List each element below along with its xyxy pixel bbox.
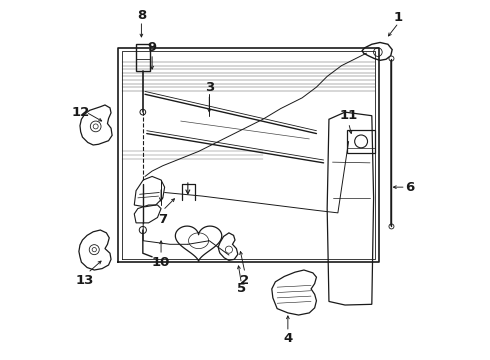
Text: 8: 8 (137, 9, 146, 22)
Text: 12: 12 (72, 105, 90, 119)
Text: 7: 7 (158, 213, 168, 226)
Circle shape (389, 56, 394, 61)
Text: 4: 4 (283, 333, 293, 346)
Text: 10: 10 (152, 256, 170, 269)
Circle shape (389, 224, 394, 229)
Text: 11: 11 (340, 109, 358, 122)
Text: 13: 13 (75, 274, 94, 287)
Text: 3: 3 (205, 81, 214, 94)
Bar (136, 44, 149, 71)
Text: 5: 5 (237, 283, 246, 296)
Bar (347, 130, 375, 153)
Text: 1: 1 (394, 11, 403, 24)
Text: 9: 9 (147, 41, 157, 54)
Text: 6: 6 (405, 181, 414, 194)
Text: 2: 2 (241, 274, 249, 287)
